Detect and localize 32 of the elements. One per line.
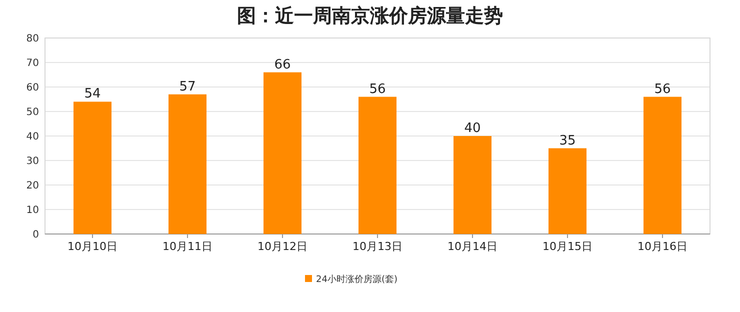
y-tick-label: 50 — [26, 107, 39, 118]
y-tick-label: 60 — [26, 82, 39, 94]
bar — [644, 96, 682, 234]
bar — [74, 102, 112, 234]
bar — [264, 72, 302, 234]
y-tick-label: 10 — [26, 205, 39, 216]
y-tick-label: 80 — [26, 34, 39, 44]
y-tick-label: 40 — [26, 132, 39, 142]
data-label: 56 — [654, 82, 671, 97]
data-label: 57 — [179, 79, 196, 94]
bar — [358, 96, 396, 234]
bar — [168, 94, 206, 234]
y-tick-label: 70 — [26, 58, 39, 69]
x-tick-label: 10月10日 — [68, 240, 118, 253]
x-tick-label: 10月15日 — [542, 240, 592, 253]
x-tick-label: 10月11日 — [162, 240, 212, 253]
data-label: 56 — [369, 82, 386, 97]
x-tick-label: 10月16日 — [638, 240, 688, 253]
x-tick-label: 10月14日 — [448, 240, 498, 253]
chart-title: 图：近一周南京涨价房源量走势 — [237, 5, 503, 27]
data-label: 54 — [84, 86, 101, 102]
x-tick-label: 10月12日 — [258, 240, 308, 253]
legend-label: 24小时涨价房源(套) — [316, 274, 398, 285]
data-label: 40 — [464, 121, 481, 136]
y-tick-label: 30 — [26, 156, 39, 167]
x-tick-label: 10月13日 — [352, 240, 402, 253]
bar — [454, 136, 492, 234]
y-tick-label: 20 — [26, 180, 39, 192]
y-tick-label: 0 — [32, 230, 39, 240]
data-label: 66 — [274, 57, 291, 72]
data-label: 35 — [559, 133, 576, 148]
bar — [548, 148, 586, 234]
